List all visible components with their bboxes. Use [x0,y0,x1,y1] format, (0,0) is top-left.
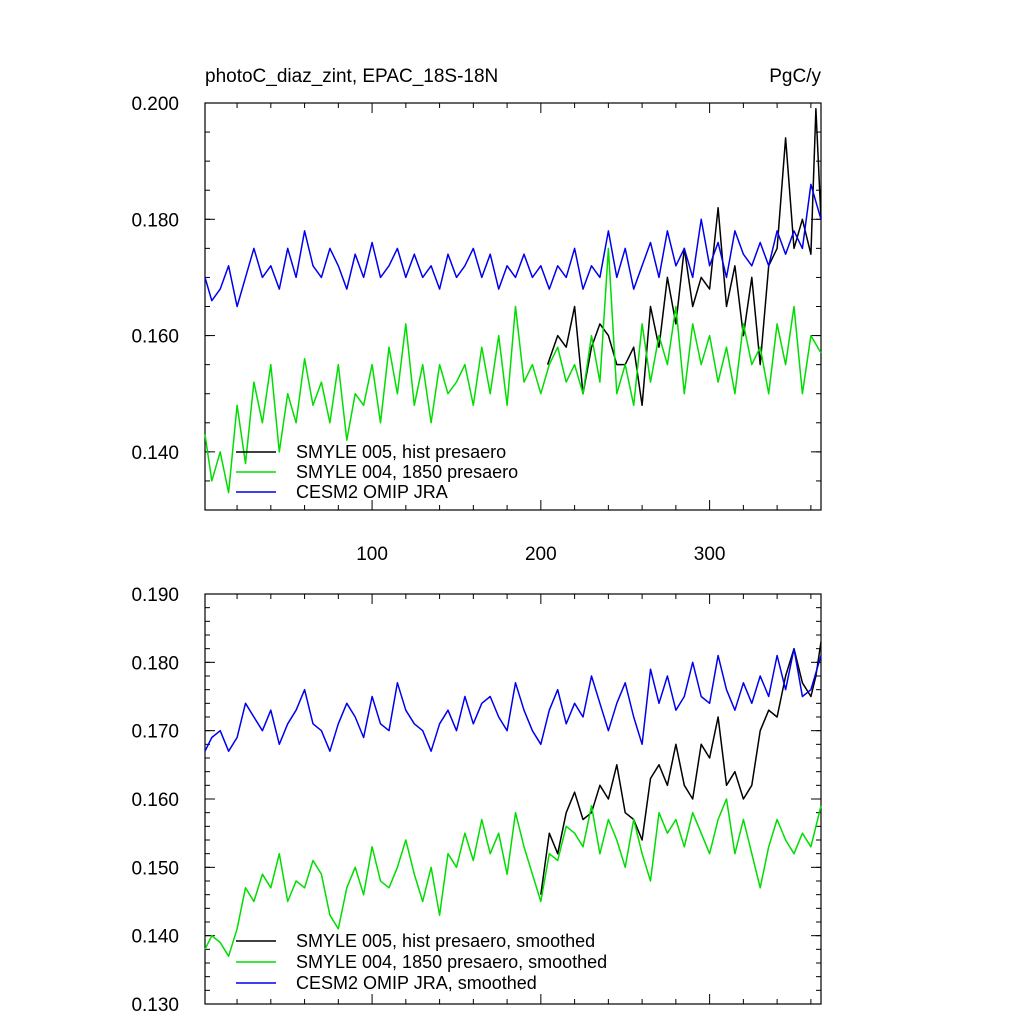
y-tick-label: 0.160 [131,790,179,811]
bottom-series-lines [204,641,822,957]
bottom-panel: 0.130 0.140 0.150 0.160 0.170 0.180 0.190 SMYL… [131,585,822,1016]
y-tick-label: 0.130 [131,995,179,1016]
top-ticks: 0.140 0.160 0.180 0.200 100 200 300 [131,94,821,565]
series-line-1 [204,247,822,494]
y-tick-label: 0.180 [131,653,179,674]
legend-label: CESM2 OMIP JRA [296,482,448,502]
x-tick-label: 300 [694,544,726,565]
legend-label: SMYLE 004, 1850 presaero [296,462,518,482]
top-chart-units: PgC/y [769,66,821,87]
x-tick-label: 100 [356,544,388,565]
y-tick-label: 0.140 [131,927,179,948]
series-line-0 [546,108,822,407]
series-line-2 [204,183,822,308]
legend-label: SMYLE 004, 1850 presaero, smoothed [296,952,607,972]
y-tick-label: 0.200 [131,94,179,115]
legend-label: SMYLE 005, hist presaero, smoothed [296,931,595,951]
y-tick-label: 0.160 [131,327,179,348]
series-line-1 [204,798,822,957]
legend-label: CESM2 OMIP JRA, smoothed [296,973,537,993]
y-tick-label: 0.190 [131,585,179,606]
bottom-legend: SMYLE 005, hist presaero, smoothedSMYLE … [236,931,607,993]
series-line-2 [204,647,822,752]
y-tick-label: 0.170 [131,722,179,743]
top-series-lines [204,108,822,494]
top-panel: photoC_diaz_zint, EPAC_18S-18N PgC/y 0.1… [131,66,822,565]
y-tick-label: 0.150 [131,858,179,879]
legend-label: SMYLE 005, hist presaero [296,442,506,462]
bottom-ticks: 0.130 0.140 0.150 0.160 0.170 0.180 0.190 [131,585,821,1016]
y-tick-label: 0.140 [131,443,179,464]
x-tick-label: 200 [525,544,557,565]
top-chart-title: photoC_diaz_zint, EPAC_18S-18N [205,66,498,87]
series-line-0 [540,641,822,895]
y-tick-label: 0.180 [131,210,179,231]
